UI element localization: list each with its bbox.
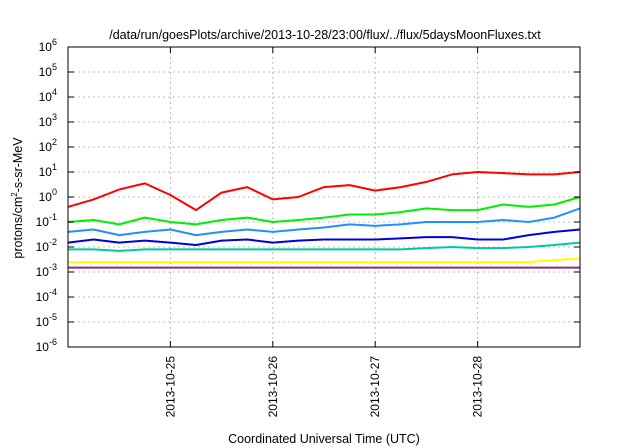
y-tick-label: 106 — [39, 37, 57, 54]
y-tick-mantissa: 10 — [36, 240, 50, 254]
y-tick-exponent: -4 — [49, 287, 57, 297]
y-tick-exponent: -2 — [49, 237, 57, 247]
y-tick-label: 103 — [39, 112, 57, 129]
y-tick-exponent: 5 — [52, 62, 57, 72]
y-tick-exponent: 2 — [52, 137, 57, 147]
y-axis-label: protons/cm2-s-sr-MeV — [10, 137, 25, 259]
y-tick-mantissa: 10 — [39, 115, 53, 129]
ticks — [68, 46, 580, 348]
y-tick-label: 105 — [39, 62, 57, 79]
x-axis-label: Coordinated Universal Time (UTC) — [228, 432, 420, 446]
y-axis-label-part-2: -s-sr-MeV — [11, 137, 25, 193]
y-tick-labels: 10-610-510-410-310-210-11001011021031041… — [36, 37, 57, 354]
y-tick-label: 10-4 — [36, 287, 57, 304]
y-tick-label: 10-1 — [36, 212, 57, 229]
y-tick-mantissa: 10 — [36, 290, 50, 304]
y-tick-label: 10-2 — [36, 237, 57, 254]
y-tick-exponent: -1 — [49, 212, 57, 222]
y-tick-label: 10-5 — [36, 312, 57, 329]
y-tick-mantissa: 10 — [39, 65, 53, 79]
y-axis-label-superscript: 2 — [10, 192, 19, 197]
y-tick-label: 102 — [39, 137, 57, 154]
y-tick-label: 10-6 — [36, 337, 57, 354]
y-tick-exponent: -3 — [49, 262, 57, 272]
y-tick-exponent: 4 — [52, 87, 57, 97]
y-tick-mantissa: 10 — [39, 40, 53, 54]
y-tick-mantissa: 10 — [36, 340, 50, 354]
chart-title: /data/run/goesPlots/archive/2013-10-28/2… — [109, 28, 541, 42]
x-tick-label: 2013-10-26 — [266, 356, 280, 418]
y-tick-label: 101 — [39, 162, 57, 179]
series-group — [67, 171, 581, 269]
x-tick-labels: 2013-10-25 2013-10-26 2013-10-27 2013-10-28 — [163, 356, 484, 418]
x-tick-label: 2013-10-27 — [368, 356, 382, 418]
y-tick-exponent: -6 — [49, 337, 57, 347]
y-tick-mantissa: 10 — [39, 90, 53, 104]
y-tick-mantissa: 10 — [36, 215, 50, 229]
series-line-2 — [67, 196, 581, 226]
series-line-6 — [68, 257, 581, 264]
grid — [68, 47, 580, 347]
series-line-5 — [68, 241, 581, 252]
y-tick-mantissa: 10 — [39, 140, 53, 154]
y-tick-exponent: 1 — [52, 162, 57, 172]
y-tick-exponent: 3 — [52, 112, 57, 122]
y-tick-mantissa: 10 — [36, 265, 50, 279]
y-tick-mantissa: 10 — [36, 315, 50, 329]
y-tick-mantissa: 10 — [39, 165, 53, 179]
y-tick-exponent: 0 — [52, 187, 57, 197]
series-line-4 — [67, 228, 581, 246]
series-line-1 — [67, 171, 581, 212]
y-tick-label: 104 — [39, 87, 57, 104]
series-line-3 — [67, 207, 581, 237]
y-axis-label-part-1: protons/cm — [11, 197, 25, 259]
x-tick-label: 2013-10-28 — [471, 356, 485, 418]
y-tick-mantissa: 10 — [39, 190, 53, 204]
y-tick-label: 10-3 — [36, 262, 57, 279]
y-tick-label: 100 — [39, 187, 57, 204]
y-tick-exponent: 6 — [52, 37, 57, 47]
y-tick-exponent: -5 — [49, 312, 57, 322]
x-tick-label: 2013-10-25 — [163, 356, 177, 418]
